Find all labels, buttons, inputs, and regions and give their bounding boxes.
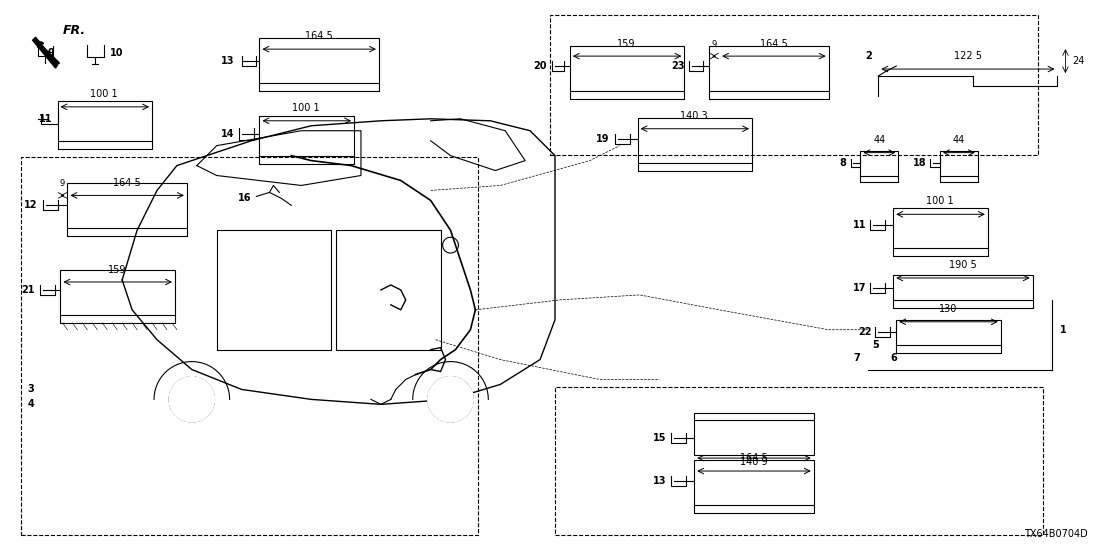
Bar xyxy=(550,16,1037,155)
Text: 140 3: 140 3 xyxy=(680,111,708,121)
Text: 8: 8 xyxy=(840,157,847,167)
Text: 9: 9 xyxy=(48,48,54,58)
Text: 159: 159 xyxy=(617,39,636,49)
Text: 20: 20 xyxy=(534,61,547,71)
Bar xyxy=(861,151,899,176)
Text: 2: 2 xyxy=(865,51,872,61)
Text: 10: 10 xyxy=(110,48,124,58)
Bar xyxy=(21,157,479,535)
Text: 9: 9 xyxy=(711,40,717,49)
Bar xyxy=(570,46,685,91)
Text: 6: 6 xyxy=(890,352,896,363)
Text: 100 1: 100 1 xyxy=(91,89,119,99)
Text: 44: 44 xyxy=(873,135,885,145)
Bar xyxy=(695,420,813,455)
Text: 22: 22 xyxy=(858,327,871,337)
Text: 164 5: 164 5 xyxy=(740,453,768,463)
Bar xyxy=(709,46,829,91)
Text: 7: 7 xyxy=(853,352,860,363)
Text: 11: 11 xyxy=(39,114,52,124)
Text: 140 9: 140 9 xyxy=(740,457,768,467)
Text: 14: 14 xyxy=(222,129,235,138)
Bar xyxy=(695,460,813,505)
Bar xyxy=(259,38,379,83)
Bar xyxy=(555,387,1043,535)
Bar xyxy=(58,101,152,141)
Bar xyxy=(68,183,187,228)
Text: 1: 1 xyxy=(1059,325,1066,335)
Text: 130: 130 xyxy=(938,304,957,314)
Text: 4: 4 xyxy=(28,399,34,409)
Text: 11: 11 xyxy=(853,220,866,230)
Text: 164 5: 164 5 xyxy=(760,39,788,49)
Text: 5: 5 xyxy=(872,340,879,350)
Text: 12: 12 xyxy=(24,201,38,211)
Text: 100 1: 100 1 xyxy=(293,103,320,113)
Text: 122 5: 122 5 xyxy=(954,51,982,61)
Text: 164 5: 164 5 xyxy=(113,178,141,188)
Text: 24: 24 xyxy=(1073,56,1085,66)
Text: 13: 13 xyxy=(222,56,235,66)
Text: 13: 13 xyxy=(653,476,666,486)
Text: 18: 18 xyxy=(913,157,926,167)
Text: TX64B0704D: TX64B0704D xyxy=(1024,529,1087,538)
Circle shape xyxy=(170,377,215,422)
Polygon shape xyxy=(32,37,58,68)
Bar xyxy=(940,151,978,176)
Text: 100 1: 100 1 xyxy=(926,196,954,206)
Text: 23: 23 xyxy=(670,61,685,71)
Text: FR.: FR. xyxy=(62,24,85,37)
Bar xyxy=(896,320,1001,345)
Bar xyxy=(893,275,1033,300)
Bar xyxy=(61,270,175,315)
Text: 190 5: 190 5 xyxy=(950,260,977,270)
Text: 9: 9 xyxy=(60,179,65,188)
Text: 16: 16 xyxy=(238,193,252,203)
Text: 44: 44 xyxy=(953,135,965,145)
Bar xyxy=(893,208,988,248)
Text: 3: 3 xyxy=(28,384,34,394)
Text: 159: 159 xyxy=(107,265,126,275)
Bar xyxy=(637,118,752,162)
Text: 15: 15 xyxy=(653,433,666,443)
Text: 19: 19 xyxy=(596,134,609,143)
Text: 21: 21 xyxy=(21,285,34,295)
Text: 17: 17 xyxy=(853,283,866,293)
Text: 164 5: 164 5 xyxy=(306,31,334,41)
Circle shape xyxy=(428,377,473,422)
Bar xyxy=(259,116,355,156)
